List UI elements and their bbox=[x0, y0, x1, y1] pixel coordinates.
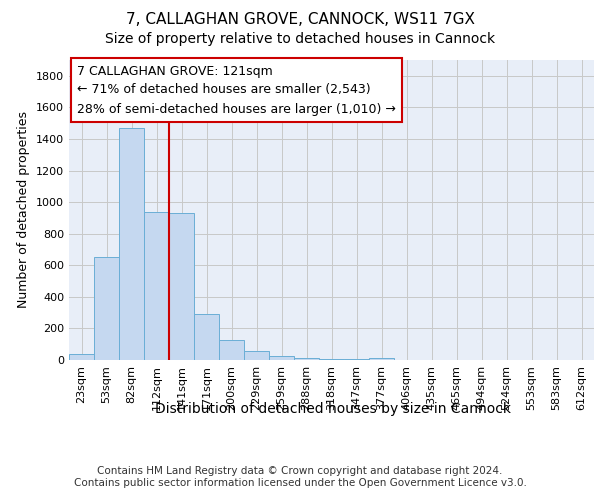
Bar bbox=[194, 314, 219, 360]
Bar bbox=[119, 128, 144, 360]
Text: Distribution of detached houses by size in Cannock: Distribution of detached houses by size … bbox=[155, 402, 511, 416]
Bar bbox=[94, 258, 119, 360]
Bar bbox=[294, 358, 319, 360]
Bar bbox=[169, 213, 194, 360]
Text: Contains HM Land Registry data © Crown copyright and database right 2024.
Contai: Contains HM Land Registry data © Crown c… bbox=[74, 466, 526, 487]
Bar bbox=[144, 212, 169, 360]
Text: 7, CALLAGHAN GROVE, CANNOCK, WS11 7GX: 7, CALLAGHAN GROVE, CANNOCK, WS11 7GX bbox=[125, 12, 475, 28]
Bar bbox=[319, 359, 344, 360]
Text: Size of property relative to detached houses in Cannock: Size of property relative to detached ho… bbox=[105, 32, 495, 46]
Bar bbox=[369, 358, 394, 360]
Bar bbox=[269, 356, 294, 360]
Bar bbox=[244, 350, 269, 360]
Text: 7 CALLAGHAN GROVE: 121sqm
← 71% of detached houses are smaller (2,543)
28% of se: 7 CALLAGHAN GROVE: 121sqm ← 71% of detac… bbox=[77, 64, 396, 116]
Bar bbox=[344, 359, 369, 360]
Bar bbox=[219, 340, 244, 360]
Bar bbox=[69, 354, 94, 360]
Y-axis label: Number of detached properties: Number of detached properties bbox=[17, 112, 31, 308]
